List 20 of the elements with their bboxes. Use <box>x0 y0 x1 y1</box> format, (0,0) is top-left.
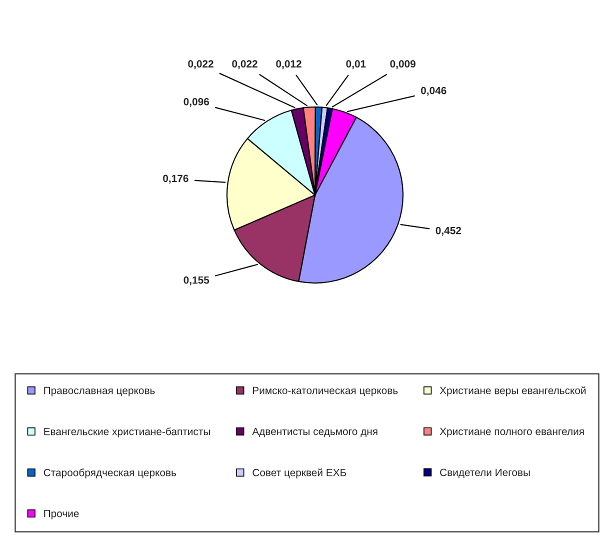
legend-label: Христиане веры евангельской <box>440 386 586 396</box>
data-label: 0,009 <box>390 60 416 70</box>
data-label: 0,452 <box>436 226 462 236</box>
legend-label: Старообрядческая церковь <box>44 468 176 478</box>
legend-label: Совет церквей ЕХБ <box>252 468 346 478</box>
legend-label: Прочие <box>44 510 79 520</box>
data-label: 0,096 <box>184 98 210 107</box>
legend-label: Свидетели Иеговы <box>440 468 530 478</box>
legend-label: Евангельские христиане-баптисты <box>44 427 210 438</box>
data-label: 0,012 <box>276 60 302 70</box>
data-label: 0,01 <box>346 60 366 70</box>
legend-label: Римско-католическая церковь <box>253 386 398 396</box>
legend-label: Православная церковь <box>44 386 155 396</box>
legend-label: Христиане полного евангелия <box>440 428 584 438</box>
data-label: 0,155 <box>184 276 210 286</box>
data-label: 0,176 <box>163 174 188 184</box>
legend-label: Адвентисты седьмого дня <box>252 428 378 438</box>
data-label: 0,022 <box>188 60 214 70</box>
data-label: 0,046 <box>421 86 446 96</box>
data-label: 0,022 <box>232 60 258 70</box>
